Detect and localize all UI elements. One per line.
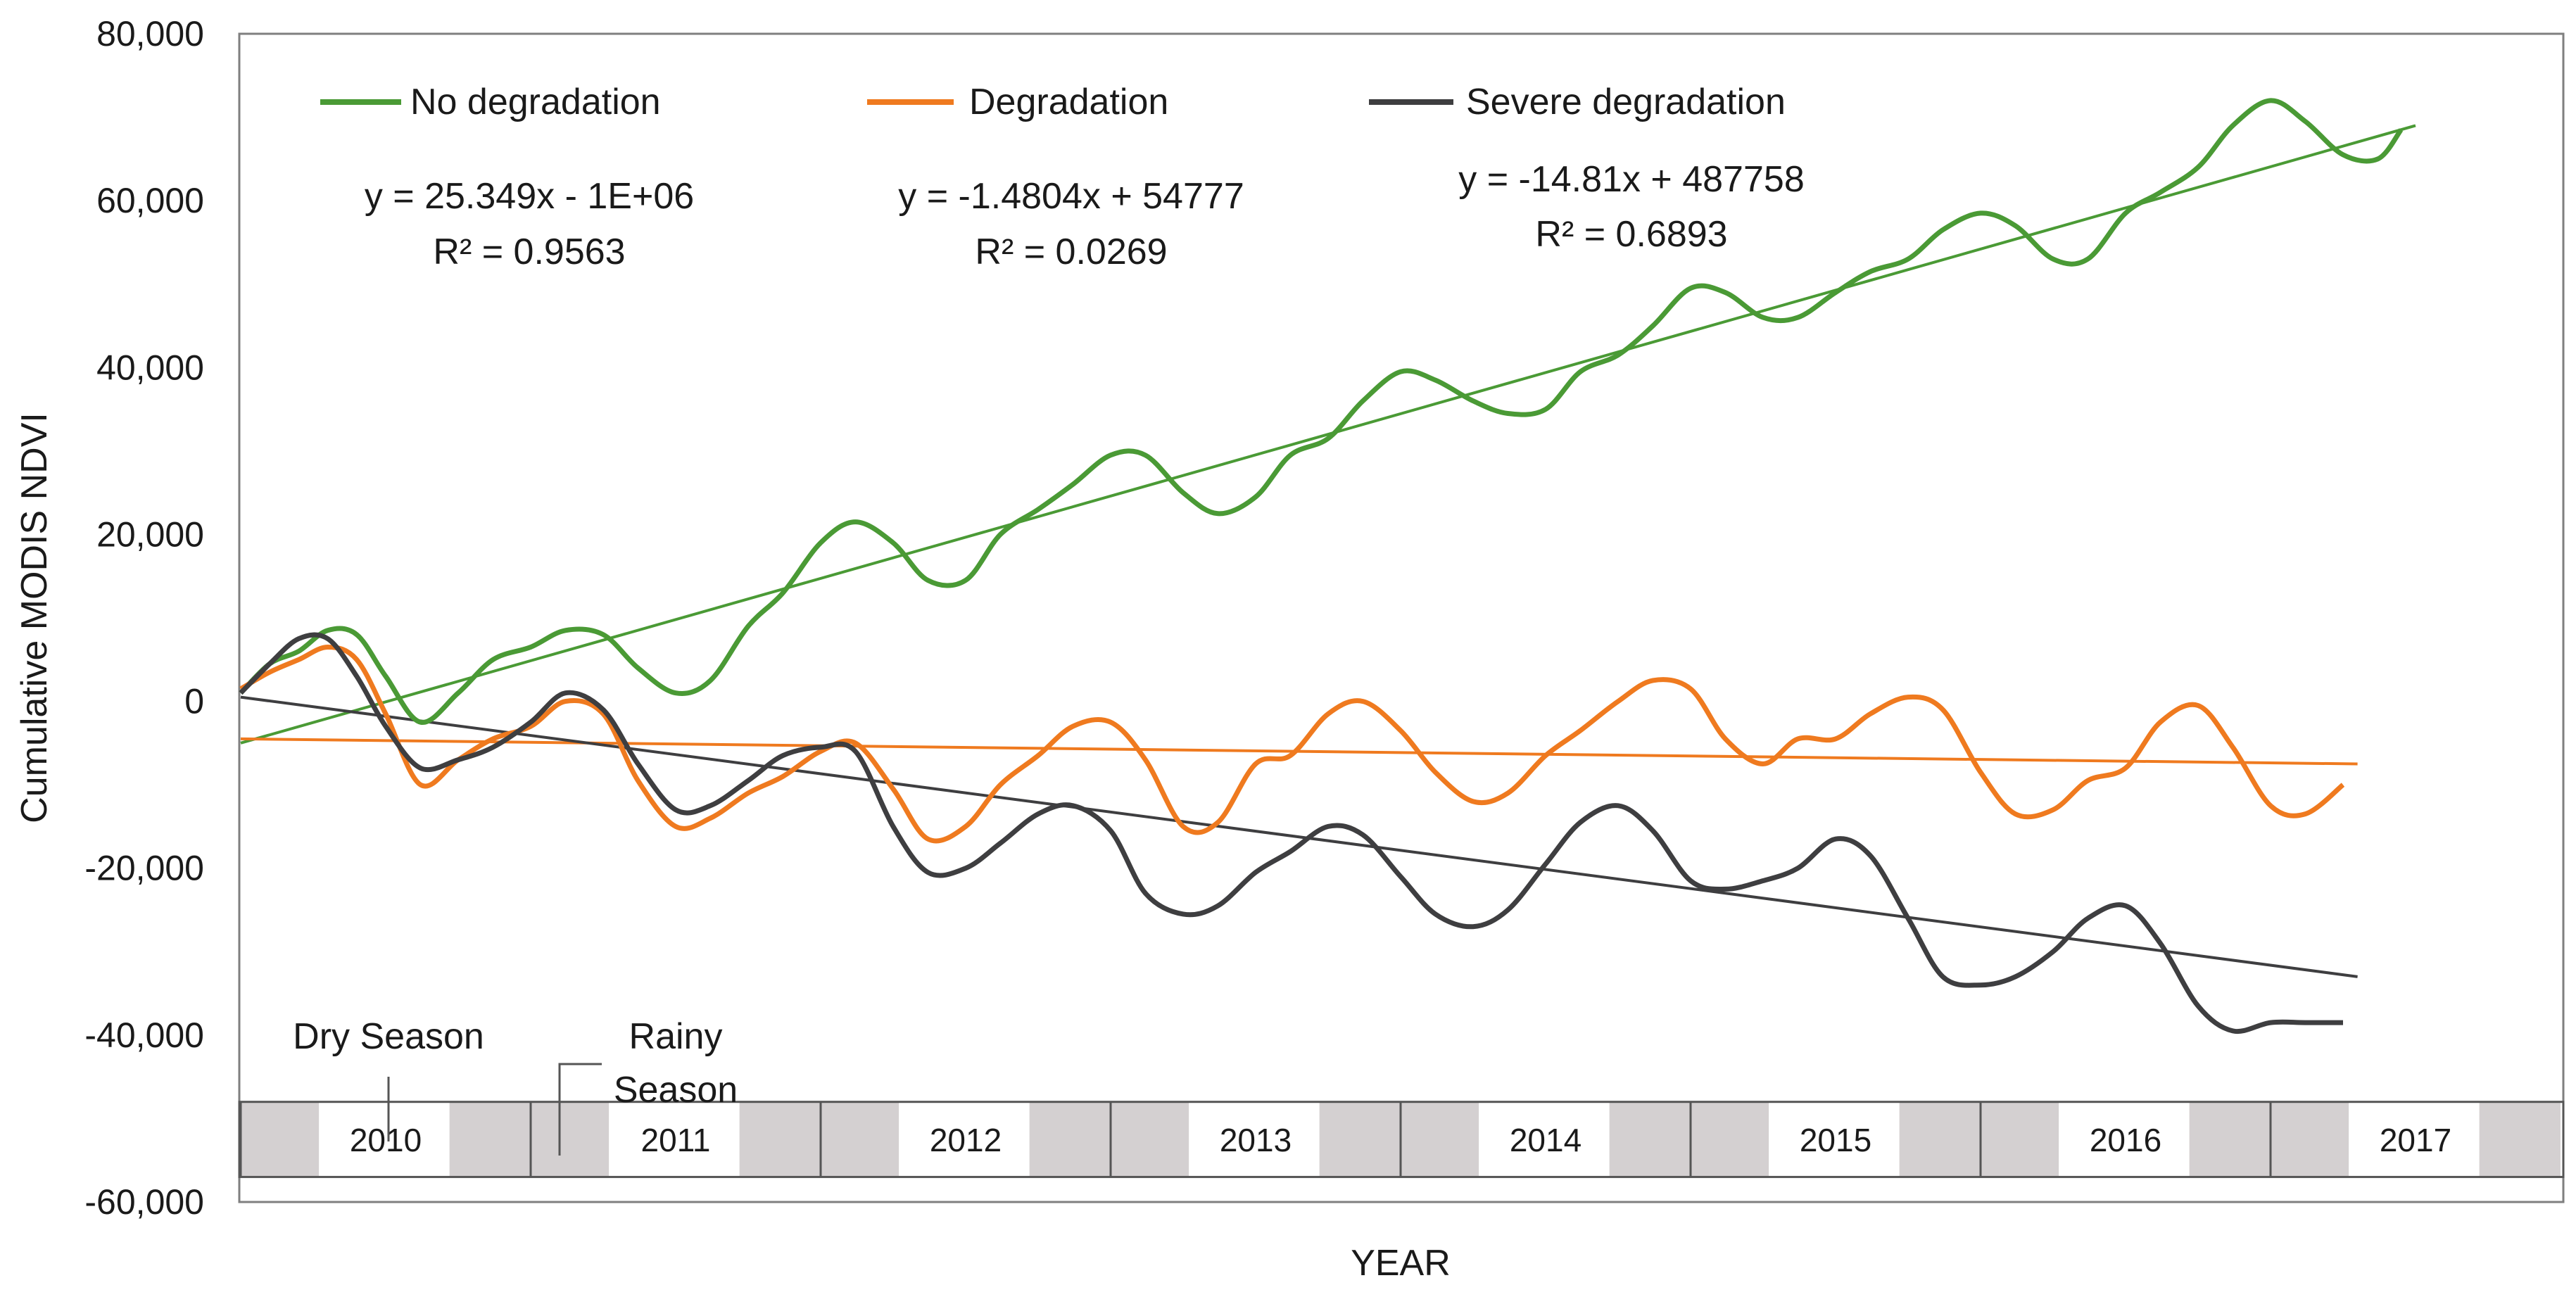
equation-no-degradation: y = 25.349x - 1E+06	[365, 176, 694, 217]
year-label-2010: 2010	[350, 1122, 422, 1158]
trendline-severe-degradation	[240, 695, 2358, 978]
series-line-severe-degradation	[239, 632, 2343, 1035]
rainy-season-label-line1: Rainy	[629, 1016, 723, 1057]
legend-label-no-degradation: No degradation	[410, 82, 661, 122]
dry-season-band-2016	[1981, 1101, 2059, 1177]
dry-season-label: Dry Season	[293, 1016, 484, 1057]
dry-season-band-2012	[821, 1101, 899, 1177]
year-label-2014: 2014	[1510, 1122, 1581, 1158]
rainy-season-band-2013	[1189, 1101, 1320, 1177]
dry-season-band-2011	[531, 1101, 610, 1177]
r-squared-degradation: R² = 0.0269	[975, 232, 1167, 272]
rainy-season-pointer	[558, 1063, 602, 1156]
year-label-2013: 2013	[1220, 1122, 1292, 1158]
y-tick-label: -60,000	[84, 1182, 204, 1222]
legend-label-severe-degradation: Severe degradation	[1466, 82, 1786, 122]
r-squared-no-degradation: R² = 0.9563	[433, 232, 625, 272]
r-squared-severe-degradation: R² = 0.6893	[1535, 214, 1727, 255]
dry-season-band-2014	[1401, 1101, 1479, 1177]
x-axis-title: YEAR	[1351, 1243, 1451, 1284]
series-lines	[239, 98, 2404, 1035]
season-annotations: Dry Season Rainy Season	[293, 1016, 738, 1156]
dry-season-band-2017	[2479, 1101, 2561, 1177]
dry-season-band-2010	[449, 1101, 531, 1177]
rainy-season-band-2011	[609, 1101, 740, 1177]
y-tick-label: 40,000	[96, 348, 204, 387]
rainy-season-band-2014	[1479, 1101, 1610, 1177]
dry-season-band-2015	[1899, 1101, 1981, 1177]
plot-area	[238, 32, 2565, 1203]
dry-season-band-2017	[2271, 1101, 2349, 1177]
rainy-season-band-2015	[1769, 1101, 1900, 1177]
dry-season-band-2014	[1609, 1101, 1691, 1177]
year-label-2016: 2016	[2090, 1122, 2161, 1158]
y-tick-label: 20,000	[96, 514, 204, 554]
dry-season-band-2013	[1319, 1101, 1401, 1177]
dry-season-band-2013	[1111, 1101, 1189, 1177]
series-line-no-degradation	[239, 98, 2404, 725]
dry-season-band-2016	[2189, 1101, 2271, 1177]
y-tick-label: 0	[184, 682, 204, 721]
y-tick-label: -20,000	[84, 849, 204, 888]
rainy-season-band-2016	[2059, 1101, 2190, 1177]
rainy-season-band-2012	[899, 1101, 1030, 1177]
dry-season-band-2011	[739, 1101, 821, 1177]
y-tick-label: 60,000	[96, 181, 204, 220]
y-axis: 80,000 60,000 40,000 20,000 0 -20,000 -40,000 -…	[84, 14, 204, 1222]
year-label-2017: 2017	[2380, 1122, 2451, 1158]
equation-severe-degradation: y = -14.81x + 487758	[1458, 159, 1805, 200]
year-label-2011: 2011	[641, 1122, 711, 1158]
year-label-2015: 2015	[1800, 1122, 1871, 1158]
rainy-season-label-line2: Season	[614, 1070, 738, 1111]
trendline-no-degradation	[240, 124, 2416, 745]
rainy-season-band-2010	[319, 1101, 450, 1177]
legend: No degradation Degradation Severe degrad…	[320, 82, 1786, 122]
season-bands: 2010 2011 2012 2013 2014 2015 2016 2017	[238, 1101, 2565, 1178]
y-tick-label: 80,000	[96, 14, 204, 53]
y-tick-label: -40,000	[84, 1016, 204, 1055]
equation-degradation: y = -1.4804x + 54777	[898, 176, 1244, 217]
legend-label-degradation: Degradation	[969, 82, 1168, 122]
year-label-2012: 2012	[930, 1122, 1002, 1158]
season-band-frame	[238, 1101, 2565, 1178]
dry-season-band-2015	[1691, 1101, 1769, 1177]
rainy-season-band-2017	[2349, 1101, 2480, 1177]
trend-equations: y = 25.349x - 1E+06 R² = 0.9563 y = -1.4…	[365, 159, 1805, 272]
y-axis-title: Cumulative MODIS NDVI	[14, 412, 55, 823]
trend-lines	[240, 124, 2416, 978]
series-line-degradation	[239, 645, 2345, 844]
dry-season-band-2010	[241, 1101, 320, 1177]
dry-season-band-2012	[1029, 1101, 1111, 1177]
